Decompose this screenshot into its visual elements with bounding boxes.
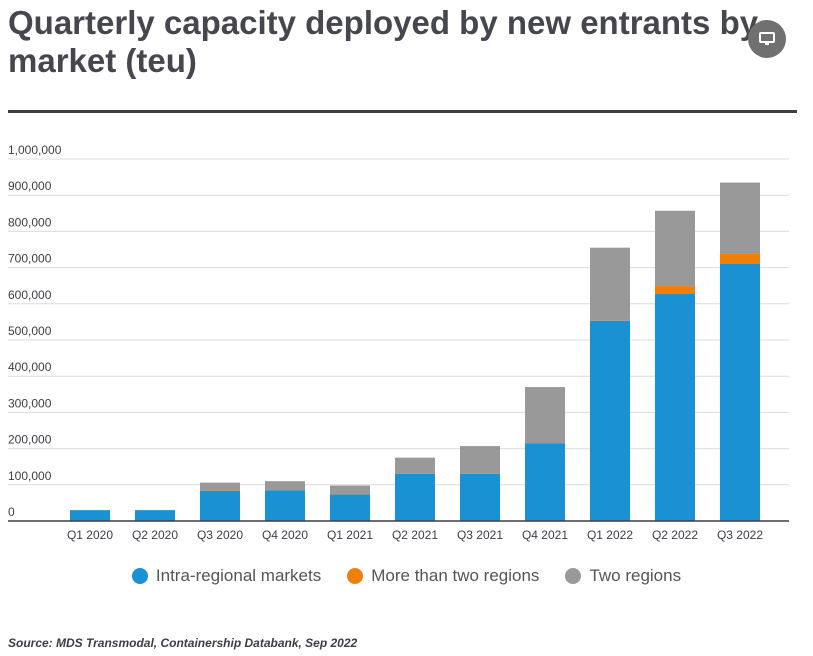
y-tick-label: 0	[8, 505, 15, 519]
y-tick-label: 800,000	[8, 215, 52, 229]
x-tick-label: Q4 2021	[522, 528, 568, 542]
x-tick-label: Q2 2022	[652, 528, 698, 542]
bar-more-than-two-regions	[655, 286, 695, 295]
bar-two-regions	[720, 182, 760, 254]
legend-item: More than two regions	[347, 566, 539, 586]
bar-two-regions	[460, 446, 500, 474]
bar-intra-regional-markets	[525, 443, 565, 521]
bar-two-regions	[655, 210, 695, 287]
bar-two-regions	[590, 247, 630, 321]
display-button[interactable]	[748, 20, 786, 58]
bar-intra-regional-markets	[200, 490, 240, 521]
legend-swatch	[347, 568, 364, 584]
x-tick-label: Q3 2022	[717, 528, 763, 542]
source-note: Source: MDS Transmodal, Containership Da…	[8, 636, 358, 650]
legend-label: More than two regions	[371, 566, 540, 585]
x-tick-label: Q3 2021	[457, 528, 503, 542]
bar-two-regions	[265, 481, 305, 491]
legend-swatch	[131, 568, 148, 584]
y-tick-label: 1,000,000	[8, 143, 62, 157]
chart-title: Quarterly capacity deployed by new entra…	[8, 4, 759, 79]
y-tick-label: 900,000	[8, 179, 52, 193]
bar-intra-regional-markets	[330, 494, 370, 521]
legend-label: Intra-regional markets	[155, 566, 322, 585]
title-divider	[8, 110, 797, 113]
y-tick-label: 400,000	[8, 360, 52, 374]
bar-two-regions	[525, 387, 565, 444]
bar-intra-regional-markets	[70, 510, 110, 521]
bar-two-regions	[200, 482, 240, 491]
legend-item: Intra-regional markets	[131, 566, 322, 586]
x-tick-label: Q2 2020	[132, 528, 178, 542]
bar-intra-regional-markets	[265, 490, 305, 521]
bar-two-regions	[395, 457, 435, 474]
legend-item: Two regions	[565, 566, 681, 586]
x-tick-label: Q3 2020	[197, 528, 243, 542]
bar-intra-regional-markets	[135, 510, 175, 521]
legend-swatch	[565, 568, 582, 584]
bar-more-than-two-regions	[720, 253, 760, 264]
bar-intra-regional-markets	[395, 473, 435, 521]
bar-intra-regional-markets	[655, 294, 695, 521]
bar-intra-regional-markets	[720, 263, 760, 521]
monitor-icon	[759, 32, 775, 45]
y-tick-label: 700,000	[8, 252, 52, 266]
bar-intra-regional-markets	[590, 320, 630, 521]
stacked-bar-chart: 0 100,000 200,000 300,000 400,000 500,000 600,…	[8, 143, 789, 542]
bar-intra-regional-markets	[460, 473, 500, 521]
x-tick-label: Q4 2020	[262, 528, 308, 542]
y-tick-label: 600,000	[8, 288, 52, 302]
x-tick-label: Q1 2020	[67, 528, 113, 542]
y-tick-label: 200,000	[8, 433, 52, 447]
y-tick-label: 100,000	[8, 469, 52, 483]
x-tick-label: Q2 2021	[392, 528, 438, 542]
x-tick-label: Q1 2022	[587, 528, 633, 542]
bar-two-regions	[330, 485, 370, 495]
x-tick-label: Q1 2021	[327, 528, 373, 542]
y-tick-label: 300,000	[8, 396, 52, 410]
legend: Intra-regional markets More than two regi…	[0, 566, 813, 586]
y-tick-label: 500,000	[8, 324, 52, 338]
legend-label: Two regions	[589, 566, 682, 585]
